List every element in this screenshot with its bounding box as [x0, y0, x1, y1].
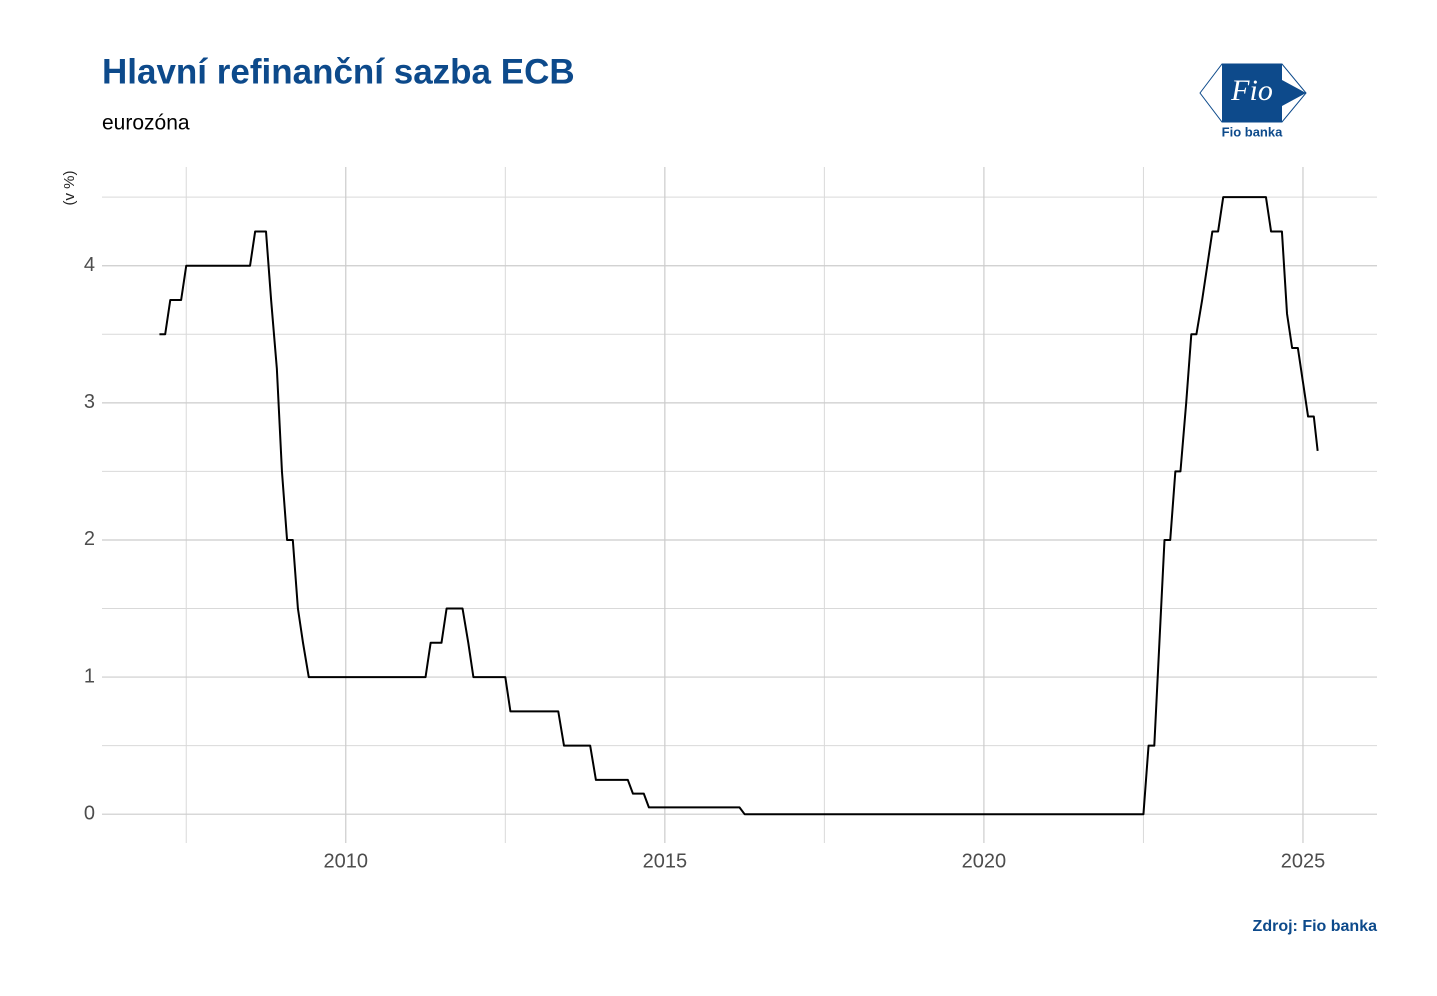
x-tick-label: 2025: [1281, 850, 1326, 872]
x-tick-label: 2010: [324, 850, 369, 872]
logo-mark: Fio: [1230, 74, 1273, 107]
y-tick-label: 0: [84, 802, 95, 824]
source: Zdroj: Fio banka: [1253, 918, 1378, 935]
chart-subtitle: eurozóna: [102, 112, 190, 135]
y-tick-label: 2: [84, 528, 95, 550]
y-tick-label: 4: [84, 254, 95, 276]
x-tick-label: 2020: [962, 850, 1007, 872]
y-tick-label: 3: [84, 391, 95, 413]
y-axis-label: (v %): [61, 171, 78, 206]
data-line: [159, 196, 1319, 816]
logo-flag: [1222, 64, 1282, 122]
logo-name: Fio banka: [1222, 124, 1283, 139]
logo-tip: [1282, 80, 1306, 106]
x-tick-label: 2015: [643, 850, 688, 872]
chart-title: Hlavní refinanční sazba ECB: [102, 52, 575, 91]
y-tick-label: 1: [84, 665, 95, 687]
logo: Fio Fio banka: [1199, 63, 1307, 139]
